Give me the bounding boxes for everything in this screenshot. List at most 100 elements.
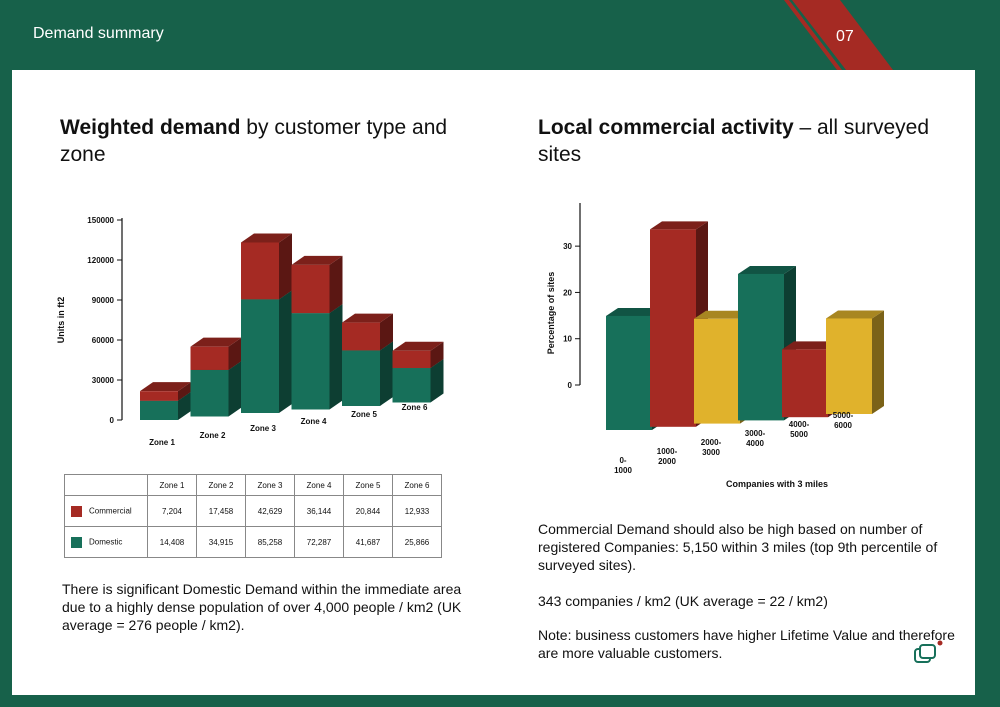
bar-commercial-3-top xyxy=(241,233,292,243)
bar-commercial-3 xyxy=(241,242,279,300)
table-cell: 41,687 xyxy=(343,526,393,558)
table-cell: 85,258 xyxy=(245,526,295,558)
x-tick-label: Zone 6 xyxy=(402,403,428,412)
legend-commercial: Commercial xyxy=(64,495,148,527)
bar-1 xyxy=(606,315,652,430)
legend-domestic: Domestic xyxy=(64,526,148,558)
page-number: 07 xyxy=(836,28,854,45)
bar-domestic-4-side xyxy=(329,304,343,410)
table-cell: 14,408 xyxy=(147,526,197,558)
bar-domestic-4 xyxy=(291,313,330,410)
table-cell: 20,844 xyxy=(343,495,393,527)
bar-domestic-6 xyxy=(392,368,431,403)
table-cell: 12,933 xyxy=(392,495,442,527)
bar-2-top xyxy=(650,221,708,230)
x-tick-label: 0-1000 xyxy=(614,456,632,475)
bar-commercial-3-side xyxy=(279,233,292,300)
bar-commercial-6-top xyxy=(392,341,444,351)
table-header-row: Zone 1 Zone 2 Zone 3 Zone 4 Zone 5 Zone … xyxy=(64,474,442,496)
table-cell: 7,204 xyxy=(147,495,197,527)
table-header-cell: Zone 1 xyxy=(147,474,197,496)
commercial-swatch xyxy=(71,505,82,517)
bar-5-top xyxy=(782,341,840,350)
x-tick-label: 4000-5000 xyxy=(789,420,810,439)
table-header-cell: Zone 4 xyxy=(294,474,344,496)
y-tick-label: 10 xyxy=(563,335,572,344)
business-note-text: Note: business customers have higher Lif… xyxy=(538,627,955,661)
table-corner xyxy=(64,474,148,496)
table-header-cell: Zone 3 xyxy=(245,474,295,496)
header-decoration xyxy=(784,0,893,70)
bar-commercial-5 xyxy=(342,322,380,351)
bar-commercial-2 xyxy=(190,346,229,370)
right-heading-bold: Local commercial activity xyxy=(538,116,794,139)
bar-6-top xyxy=(826,310,884,319)
bar-domestic-5-side xyxy=(380,341,393,406)
x-axis-label: Companies with 3 miles xyxy=(726,479,828,489)
x-tick-label: Zone 4 xyxy=(301,417,327,426)
y-axis-label: Units in ft2 xyxy=(56,297,66,344)
table-row: Commercial 7,204 17,458 42,629 36,144 20… xyxy=(64,495,442,527)
x-tick-label: 2000-3000 xyxy=(701,438,722,457)
table-cell: 25,866 xyxy=(392,526,442,558)
table-cell: 72,287 xyxy=(294,526,344,558)
bar-commercial-1-side xyxy=(178,382,191,401)
y-tick-label: 30 xyxy=(563,242,572,251)
bar-domestic-1 xyxy=(140,400,178,420)
bar-commercial-4-side xyxy=(329,255,343,314)
bar-4-top xyxy=(738,265,796,274)
demand-table: Zone 1 Zone 2 Zone 3 Zone 4 Zone 5 Zone … xyxy=(64,474,442,558)
y-tick-label: 120000 xyxy=(87,256,114,265)
bar-5 xyxy=(782,349,828,418)
left-heading: Weighted demand by customer type and zon… xyxy=(60,114,460,168)
bar-commercial-1 xyxy=(140,391,178,401)
bar-commercial-4 xyxy=(291,264,330,314)
bar-commercial-6-side xyxy=(430,341,444,369)
x-tick-label: 5000-6000 xyxy=(833,411,854,430)
legend-label: Commercial xyxy=(89,506,132,516)
y-tick-label: 0 xyxy=(568,381,573,390)
bar-domestic-6-side xyxy=(430,359,444,403)
content-card: Weighted demand by customer type and zon… xyxy=(12,70,975,695)
right-heading: Local commercial activity – all surveyed… xyxy=(538,114,938,168)
domestic-swatch xyxy=(71,536,82,548)
left-heading-bold: Weighted demand xyxy=(60,116,241,139)
companies-density-text: 343 companies / km2 (UK average = 22 / k… xyxy=(538,593,828,609)
right-heading-rest: – all surveyed sites xyxy=(538,116,930,166)
header-stripe-thin xyxy=(784,0,842,70)
legend-label: Domestic xyxy=(89,537,123,547)
commercial-demand-text: Commercial Demand should also be high ba… xyxy=(538,521,938,573)
bar-domestic-3 xyxy=(241,299,279,413)
bar-commercial-4-top xyxy=(291,255,343,265)
bar-1-top xyxy=(606,307,664,316)
bar-domestic-1-side xyxy=(178,391,191,420)
bar-6-side xyxy=(872,310,884,414)
y-tick-label: 20 xyxy=(563,288,572,297)
bar-domestic-3-side xyxy=(279,290,292,413)
domestic-demand-text: There is significant Domestic Demand wit… xyxy=(62,581,462,633)
stacked-windows-icon xyxy=(914,640,943,663)
table-header-cell: Zone 2 xyxy=(196,474,246,496)
bar-commercial-6 xyxy=(392,350,431,369)
table-cell: 36,144 xyxy=(294,495,344,527)
table-cell: 17,458 xyxy=(196,495,246,527)
y-tick-label: 60000 xyxy=(92,336,115,345)
x-tick-label: 3000-4000 xyxy=(745,429,766,448)
y-tick-label: 150000 xyxy=(87,216,114,225)
table-header-cell: Zone 5 xyxy=(343,474,393,496)
bar-commercial-5-top xyxy=(342,313,393,323)
table-cell: 42,629 xyxy=(245,495,295,527)
table-cell: 34,915 xyxy=(196,526,246,558)
bar-4 xyxy=(738,273,784,421)
x-tick-label: Zone 2 xyxy=(200,431,226,440)
y-tick-label: 90000 xyxy=(92,296,115,305)
y-axis-label: Percentage of sites xyxy=(546,272,556,355)
table-header-cell: Zone 6 xyxy=(392,474,442,496)
weighted-demand-chart: 0 30000 60000 90000 120000 150000 Units in ft2… xyxy=(56,216,444,447)
commercial-activity-chart: 0 10 20 30 Percentage of sites 0-1000 1000-200… xyxy=(546,203,884,489)
bar-domestic-2 xyxy=(190,369,229,417)
x-tick-label: Zone 5 xyxy=(351,410,377,419)
bar-3 xyxy=(694,318,740,424)
x-tick-label: Zone 1 xyxy=(149,438,175,447)
y-tick-label: 30000 xyxy=(92,376,115,385)
